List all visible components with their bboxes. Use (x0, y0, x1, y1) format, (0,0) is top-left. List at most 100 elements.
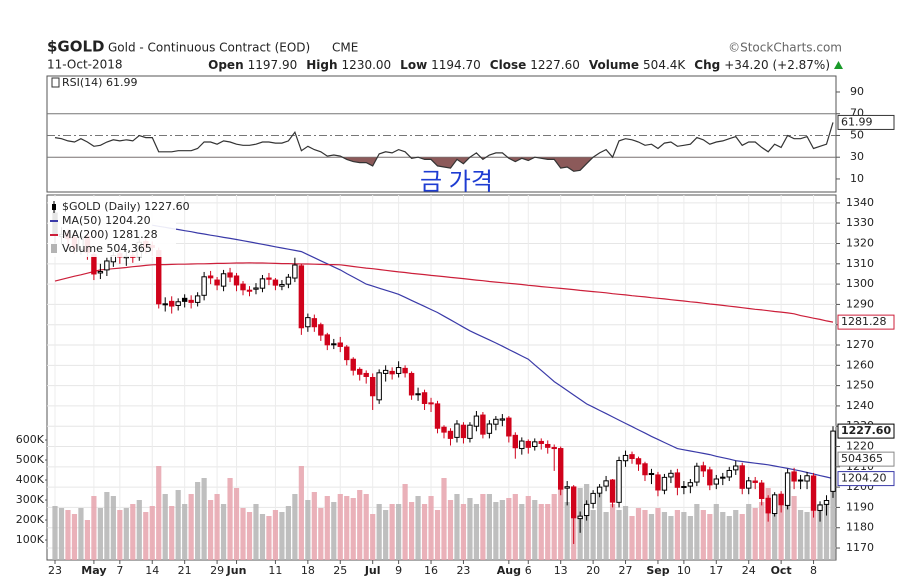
legend-label: MA(50) 1204.20 (62, 214, 151, 227)
volume-bar (370, 514, 376, 560)
stat-value: 1194.70 (431, 58, 481, 72)
volume-bar (311, 492, 317, 560)
legend-label: MA(200) 1281.28 (62, 228, 158, 241)
end-label-box (837, 423, 895, 439)
volume-bar (817, 504, 823, 560)
volume-bar (616, 510, 622, 560)
volume-bar (149, 506, 155, 560)
x-tick-label: 24 (742, 564, 756, 577)
volume-bar (609, 504, 616, 560)
volume-bar (558, 480, 564, 560)
candle-body (583, 503, 590, 517)
candle-body (175, 301, 181, 306)
x-tick-label: 10 (677, 564, 691, 577)
volume-bar (791, 496, 797, 560)
candle-body (188, 299, 194, 303)
x-tick-label: 25 (333, 564, 347, 577)
volume-bar (292, 494, 298, 560)
candle-body (707, 469, 713, 486)
candle-body (382, 369, 389, 374)
candle-body (545, 443, 551, 448)
volume-bar (78, 508, 84, 560)
volume-bar (674, 510, 680, 560)
y-tick-label: 1170 (846, 541, 874, 554)
x-tick-label: 16 (424, 564, 438, 577)
volume-bar (519, 504, 525, 560)
volume-bar (272, 510, 279, 560)
stat-label: Low (400, 58, 427, 72)
candle-body (512, 434, 519, 449)
candle-body (357, 368, 363, 375)
y-tick-label: 1300 (846, 277, 874, 290)
volume-bar (823, 502, 830, 560)
x-tick-label: 18 (301, 564, 315, 577)
candle-body (681, 486, 687, 489)
end-label: 1281.28 (841, 315, 887, 328)
candle-body (214, 279, 220, 286)
volume-bar (337, 494, 343, 560)
candle-body (480, 414, 486, 435)
candle-body (395, 367, 402, 374)
y-tick-label: 30 (850, 150, 864, 163)
candle-body (720, 476, 726, 479)
rsi-line (54, 122, 834, 172)
candle-body (629, 454, 635, 459)
volume-bar (590, 510, 596, 560)
volume-bar (162, 494, 168, 560)
volume-bar (525, 496, 531, 560)
x-tick-label: 11 (268, 564, 282, 577)
volume-bar (797, 510, 804, 560)
candle-body (830, 430, 836, 492)
oversold-shade (55, 157, 833, 172)
candle-body (726, 469, 732, 478)
volume-bar (415, 496, 421, 560)
candle-body (746, 480, 752, 489)
x-tick-label: 29 (210, 564, 224, 577)
candle-body (207, 275, 214, 279)
instrument-name: Gold - Continuous Contract (EOD) (108, 41, 310, 55)
volume-bar (383, 510, 389, 560)
volume-tick-label: 500K (16, 453, 45, 466)
candle-body (311, 318, 318, 328)
candle-body (369, 377, 376, 397)
volume-tick-label: 100K (16, 533, 45, 546)
volume-bar (285, 506, 291, 560)
candle-body (376, 372, 382, 401)
volume-bar (733, 510, 739, 560)
volume-bar (603, 512, 609, 560)
candle-body (506, 417, 512, 437)
candle-body (661, 476, 668, 491)
candle-body (823, 500, 830, 505)
volume-bar (499, 500, 505, 560)
volume-bar (700, 510, 706, 560)
y-tick-label: 1290 (846, 297, 874, 310)
volume-bar (765, 488, 771, 560)
volume-bar (201, 478, 207, 560)
volume-bar (104, 492, 110, 560)
y-tick-label: 1270 (846, 338, 874, 351)
candle-body (298, 265, 305, 329)
candle-body (467, 424, 473, 439)
volume-bar (253, 504, 259, 560)
volume-bar (331, 502, 337, 560)
candle-body (694, 465, 700, 483)
x-tick-label: 14 (145, 564, 159, 577)
volume-bar (538, 504, 544, 560)
candle-body (194, 295, 201, 303)
candle-body (486, 423, 493, 434)
volume-bar (58, 508, 65, 560)
end-label-box (837, 471, 895, 487)
candle-body (408, 372, 415, 396)
volume-bar (233, 488, 240, 560)
candle-body (791, 471, 797, 482)
candle-body (233, 275, 240, 286)
x-tick-label: May (81, 564, 106, 577)
volume-bar (130, 504, 136, 560)
volume-bar (668, 516, 674, 560)
volume-bar (473, 504, 480, 560)
candle-body (603, 480, 609, 487)
legend-label: $GOLD (Daily) 1227.60 (62, 200, 190, 213)
candle-body (227, 272, 233, 278)
volume-bar (123, 508, 129, 560)
candle-body (441, 426, 447, 433)
